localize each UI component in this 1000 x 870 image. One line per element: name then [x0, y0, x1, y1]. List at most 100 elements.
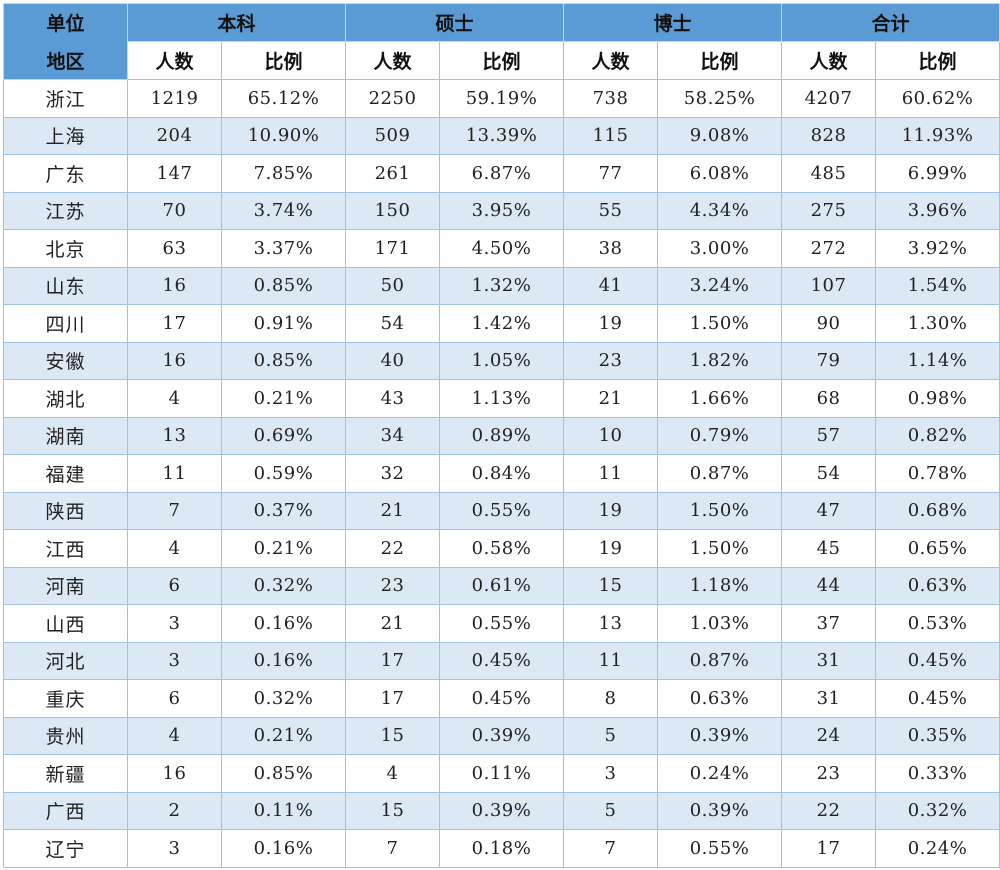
master-ratio-cell: 0.39%	[439, 716, 565, 755]
total-count-cell: 47	[781, 491, 877, 530]
bachelor-count-cell: 6	[127, 679, 222, 718]
region-cell: 广东	[3, 154, 128, 193]
total-count-cell: 37	[781, 604, 877, 643]
bachelor-count-cell: 6	[127, 566, 222, 605]
doctor-count-cell: 19	[563, 491, 659, 530]
region-cell: 安徽	[3, 341, 128, 380]
master-count-cell: 7	[345, 829, 441, 868]
region-cell: 贵州	[3, 716, 128, 755]
doctor-count-cell: 41	[563, 266, 659, 305]
region-cell: 北京	[3, 229, 128, 268]
region-cell: 河南	[3, 566, 128, 605]
total-ratio-cell: 60.62%	[875, 79, 1000, 118]
region-cell: 江西	[3, 529, 128, 568]
bachelor-ratio-cell: 0.16%	[220, 829, 347, 868]
total-count-cell: 44	[781, 566, 877, 605]
total-ratio-cell: 1.14%	[875, 341, 1000, 380]
total-count-cell: 275	[781, 191, 877, 230]
doctor-count-cell: 21	[563, 379, 659, 418]
bachelor-ratio-cell: 0.37%	[220, 491, 347, 530]
header-row-groups: 单位 本科 硕士 博士 合计	[3, 3, 1000, 42]
bachelor-count-cell: 4	[127, 379, 222, 418]
doctor-ratio-cell: 1.50%	[657, 491, 783, 530]
total-count-cell: 107	[781, 266, 877, 305]
master-ratio-cell: 4.50%	[439, 229, 565, 268]
total-count-cell: 17	[781, 829, 877, 868]
total-count-cell: 23	[781, 754, 877, 793]
table-row: 广东 147 7.85% 261 6.87% 77 6.08% 485 6.99%	[3, 154, 1000, 193]
bachelor-ratio-cell: 10.90%	[220, 116, 347, 155]
doctor-ratio-cell: 1.03%	[657, 604, 783, 643]
bachelor-ratio-cell: 7.85%	[220, 154, 347, 193]
bachelor-ratio-cell: 0.85%	[220, 341, 347, 380]
table-row: 重庆 6 0.32% 17 0.45% 8 0.63% 31 0.45%	[3, 679, 1000, 718]
table-row: 湖南 13 0.69% 34 0.89% 10 0.79% 57 0.82%	[3, 416, 1000, 455]
bachelor-ratio-cell: 0.32%	[220, 679, 347, 718]
bachelor-ratio-cell: 0.69%	[220, 416, 347, 455]
master-ratio-cell: 0.39%	[439, 791, 565, 830]
header-ratio: 比例	[220, 41, 347, 80]
table-row: 河南 6 0.32% 23 0.61% 15 1.18% 44 0.63%	[3, 566, 1000, 605]
total-ratio-cell: 0.65%	[875, 529, 1000, 568]
doctor-count-cell: 15	[563, 566, 659, 605]
header-region: 地区	[3, 41, 128, 80]
total-ratio-cell: 0.63%	[875, 566, 1000, 605]
header-group-master: 硕士	[345, 3, 565, 42]
doctor-count-cell: 5	[563, 716, 659, 755]
table-row: 四川 17 0.91% 54 1.42% 19 1.50% 90 1.30%	[3, 304, 1000, 343]
total-ratio-cell: 11.93%	[875, 116, 1000, 155]
header-unit: 单位	[3, 3, 128, 42]
table-row: 陕西 7 0.37% 21 0.55% 19 1.50% 47 0.68%	[3, 491, 1000, 530]
bachelor-ratio-cell: 0.85%	[220, 266, 347, 305]
doctor-ratio-cell: 0.63%	[657, 679, 783, 718]
header-group-doctor: 博士	[563, 3, 783, 42]
total-count-cell: 4207	[781, 79, 877, 118]
region-cell: 辽宁	[3, 829, 128, 868]
header-count: 人数	[781, 41, 877, 80]
master-ratio-cell: 6.87%	[439, 154, 565, 193]
doctor-ratio-cell: 0.24%	[657, 754, 783, 793]
master-count-cell: 17	[345, 679, 441, 718]
master-ratio-cell: 0.55%	[439, 491, 565, 530]
bachelor-count-cell: 1219	[127, 79, 222, 118]
master-ratio-cell: 13.39%	[439, 116, 565, 155]
bachelor-ratio-cell: 0.59%	[220, 454, 347, 493]
bachelor-ratio-cell: 65.12%	[220, 79, 347, 118]
doctor-ratio-cell: 1.82%	[657, 341, 783, 380]
bachelor-count-cell: 204	[127, 116, 222, 155]
total-count-cell: 31	[781, 679, 877, 718]
bachelor-count-cell: 16	[127, 754, 222, 793]
doctor-count-cell: 38	[563, 229, 659, 268]
master-ratio-cell: 0.61%	[439, 566, 565, 605]
total-count-cell: 90	[781, 304, 877, 343]
doctor-count-cell: 77	[563, 154, 659, 193]
master-count-cell: 509	[345, 116, 441, 155]
bachelor-count-cell: 3	[127, 829, 222, 868]
bachelor-count-cell: 3	[127, 604, 222, 643]
master-ratio-cell: 0.11%	[439, 754, 565, 793]
master-count-cell: 22	[345, 529, 441, 568]
table-row: 辽宁 3 0.16% 7 0.18% 7 0.55% 17 0.24%	[3, 829, 1000, 868]
master-count-cell: 32	[345, 454, 441, 493]
total-ratio-cell: 1.54%	[875, 266, 1000, 305]
doctor-count-cell: 55	[563, 191, 659, 230]
doctor-ratio-cell: 0.87%	[657, 641, 783, 680]
region-cell: 上海	[3, 116, 128, 155]
total-count-cell: 24	[781, 716, 877, 755]
region-cell: 陕西	[3, 491, 128, 530]
header-row-subcolumns: 地区 人数 比例 人数 比例 人数 比例 人数 比例	[3, 41, 1000, 80]
master-count-cell: 50	[345, 266, 441, 305]
master-ratio-cell: 1.13%	[439, 379, 565, 418]
header-ratio: 比例	[439, 41, 565, 80]
region-cell: 湖北	[3, 379, 128, 418]
total-ratio-cell: 6.99%	[875, 154, 1000, 193]
master-count-cell: 4	[345, 754, 441, 793]
header-group-total: 合计	[781, 3, 1000, 42]
header-count: 人数	[127, 41, 222, 80]
master-count-cell: 171	[345, 229, 441, 268]
table-row: 河北 3 0.16% 17 0.45% 11 0.87% 31 0.45%	[3, 641, 1000, 680]
total-count-cell: 485	[781, 154, 877, 193]
total-ratio-cell: 0.78%	[875, 454, 1000, 493]
doctor-count-cell: 8	[563, 679, 659, 718]
total-ratio-cell: 0.53%	[875, 604, 1000, 643]
